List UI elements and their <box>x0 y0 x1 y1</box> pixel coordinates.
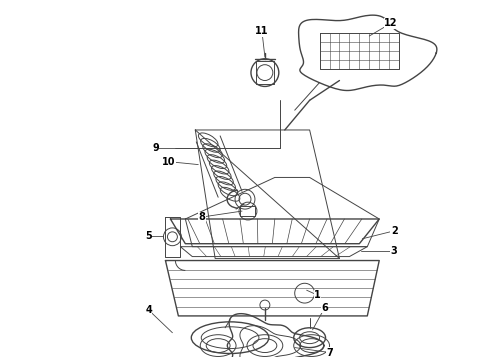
Text: 3: 3 <box>391 246 397 256</box>
Text: 9: 9 <box>152 143 159 153</box>
Text: 10: 10 <box>162 157 175 167</box>
Text: 12: 12 <box>385 18 398 28</box>
Text: 8: 8 <box>199 212 206 222</box>
Text: 5: 5 <box>145 231 152 241</box>
Text: 1: 1 <box>314 290 321 300</box>
Text: 6: 6 <box>321 303 328 313</box>
Text: 7: 7 <box>326 347 333 357</box>
Text: 11: 11 <box>255 26 269 36</box>
Text: 2: 2 <box>391 226 397 236</box>
Text: 4: 4 <box>145 305 152 315</box>
